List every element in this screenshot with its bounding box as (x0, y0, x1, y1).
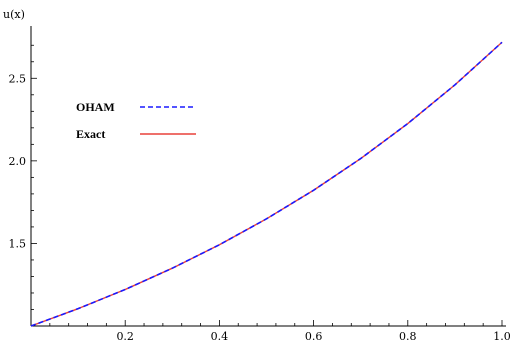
axes (30, 26, 506, 327)
x-tick-label: 0.2 (116, 330, 134, 340)
oham-series-line (30, 41, 503, 327)
legend-label-oham: OHAM (76, 100, 115, 114)
ticks: 0.2 0.4 0.6 0.8 1.0 1.5 2.0 2.5 (9, 44, 511, 340)
x-tick-label: 0.6 (305, 330, 323, 340)
legend-label-exact: Exact (76, 127, 105, 141)
exact-series-line (30, 41, 503, 327)
y-tick-label: 2.5 (9, 72, 27, 85)
y-axis-title: u(x) (3, 8, 25, 21)
y-tick-label: 1.5 (9, 237, 27, 250)
x-tick-label: 0.8 (399, 330, 417, 340)
legend: OHAM Exact (76, 100, 196, 141)
x-tick-label: 0.4 (211, 330, 229, 340)
y-tick-label: 2.0 (9, 155, 27, 168)
x-tick-label: 1.0 (493, 330, 511, 340)
series-layer (30, 41, 503, 327)
